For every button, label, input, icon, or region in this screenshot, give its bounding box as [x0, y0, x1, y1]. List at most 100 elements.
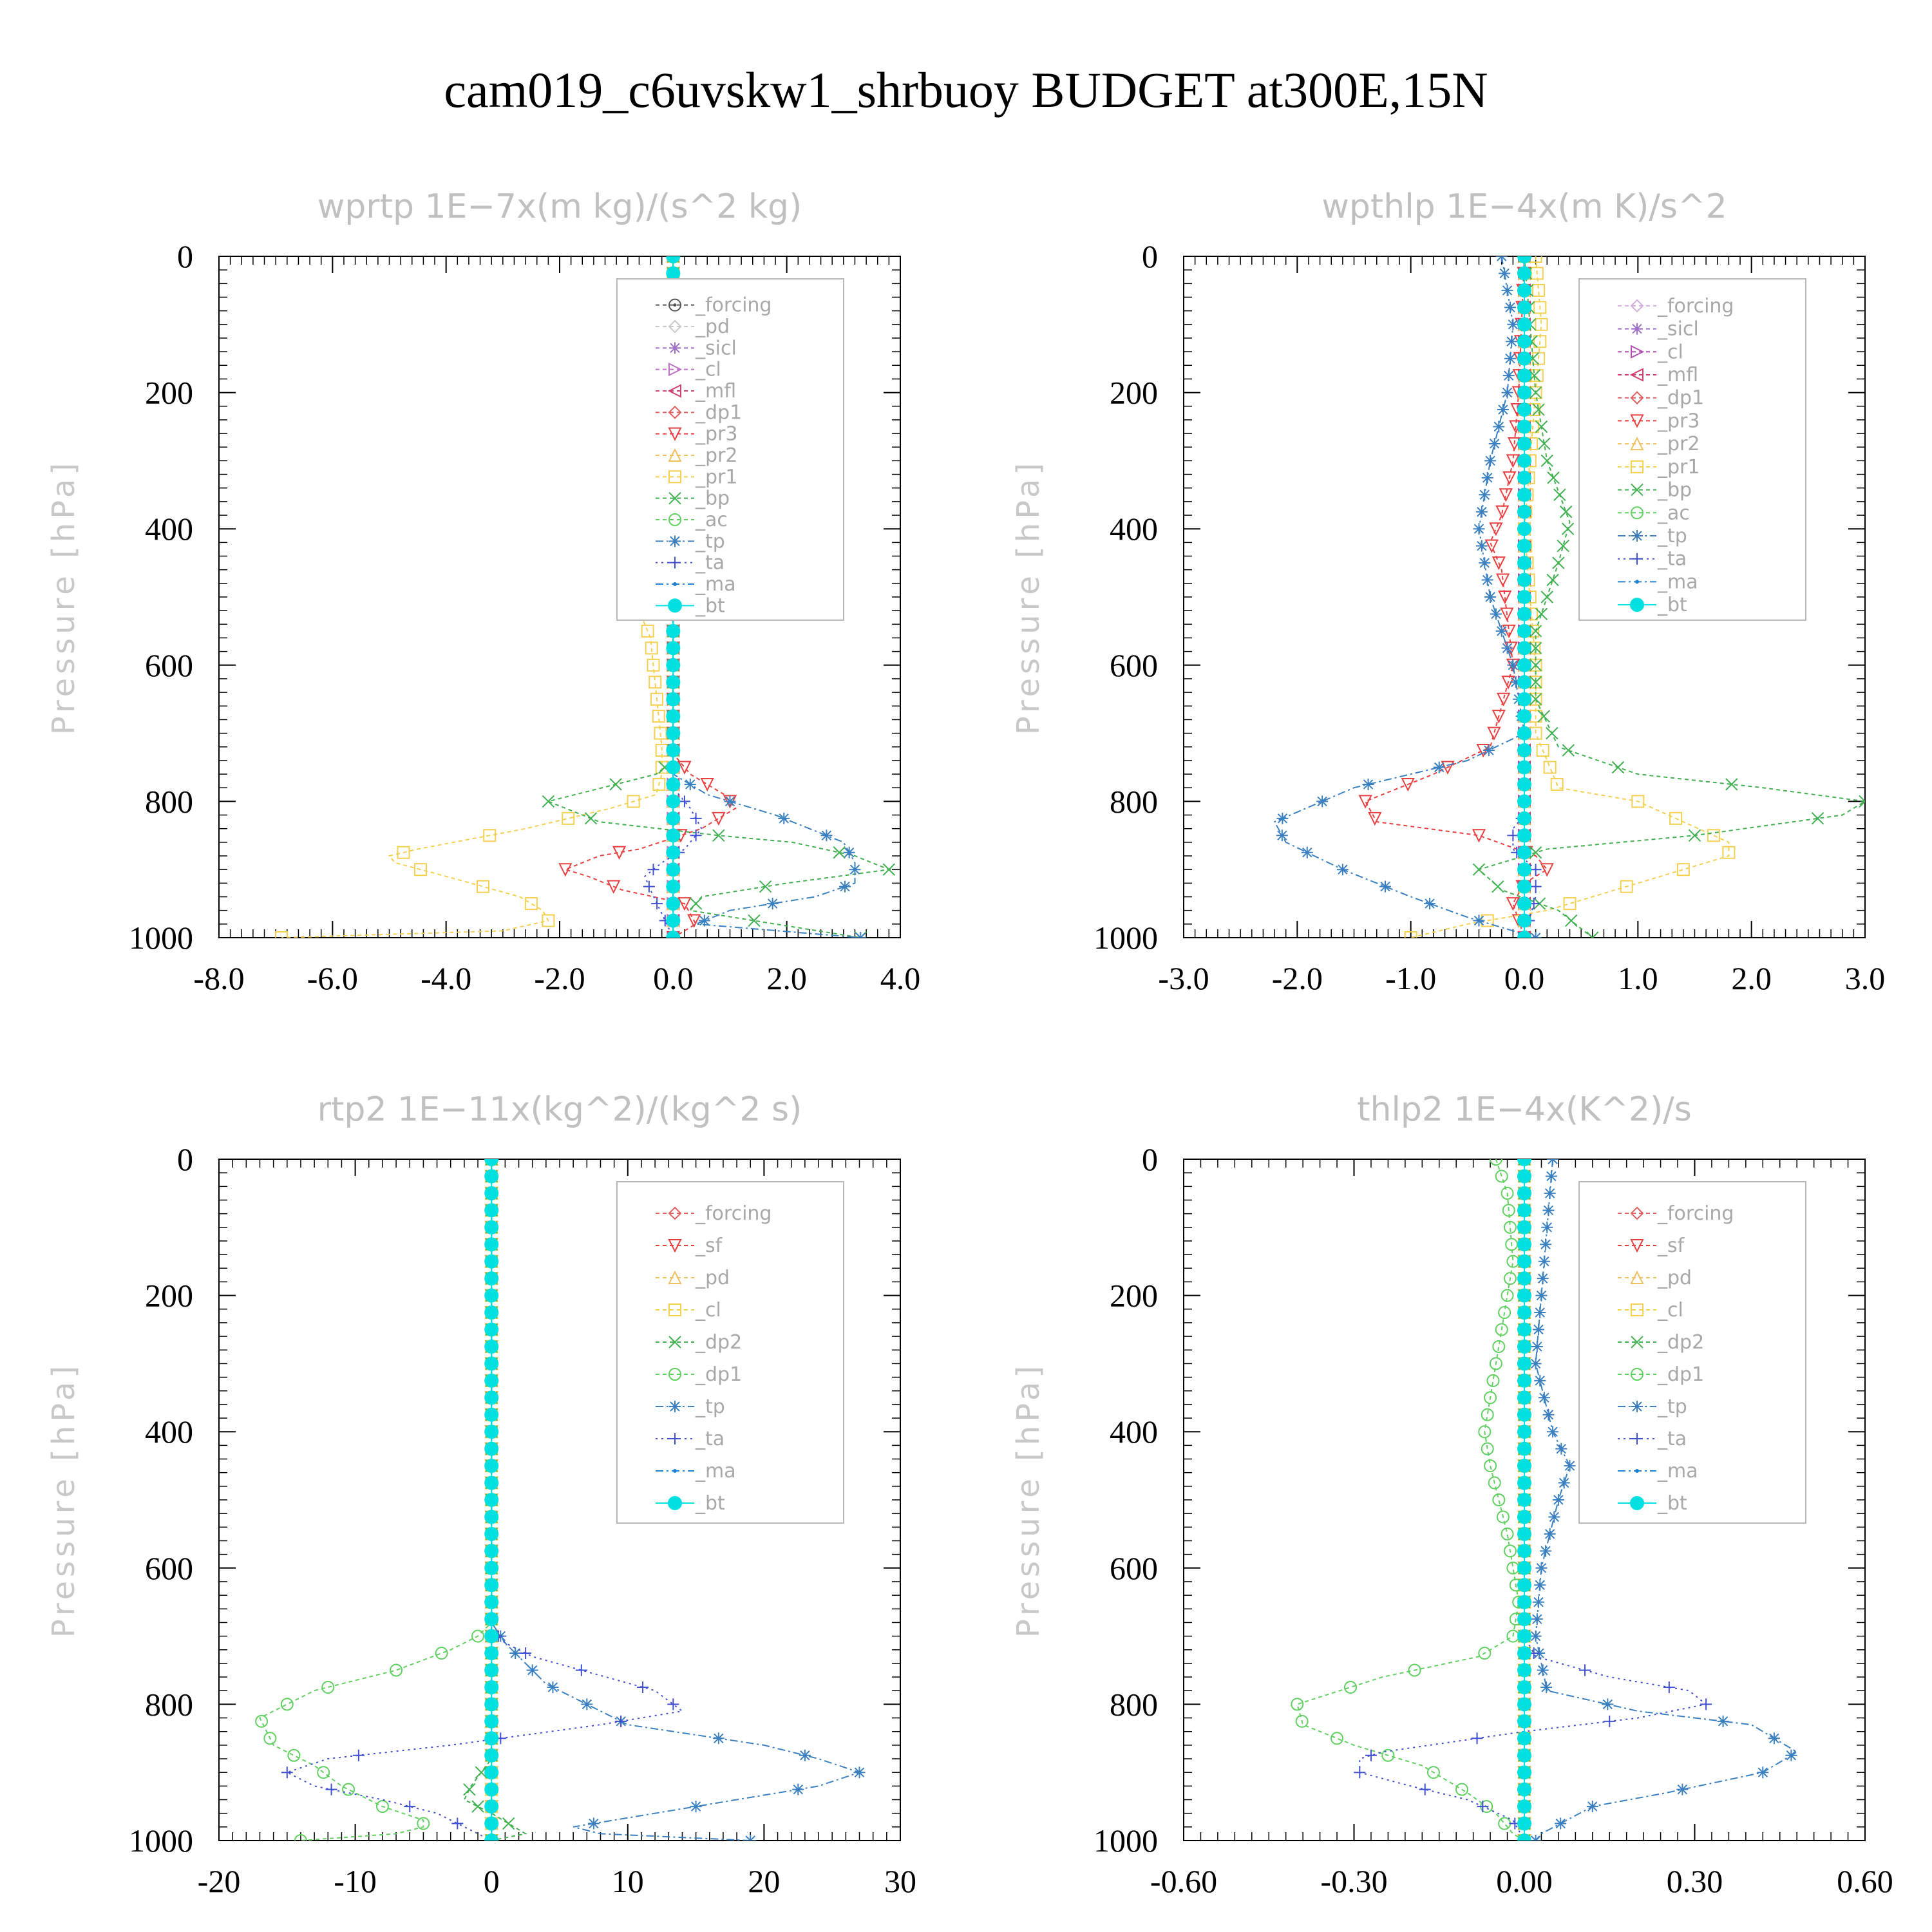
legend-dp1-label: _dp1 — [695, 401, 742, 424]
legend-tp-label: _tp — [1657, 1396, 1687, 1418]
series-tp-point — [1499, 267, 1511, 279]
series-ta-point — [1604, 1715, 1616, 1727]
series-tp-point — [526, 1664, 538, 1676]
series-tp-point — [1535, 1562, 1548, 1574]
series-tp-point — [1548, 1511, 1560, 1523]
series-bp-point — [542, 795, 555, 808]
legend-dp2-label: _dp2 — [695, 1331, 742, 1354]
series-dp1-point — [1343, 1680, 1357, 1694]
series-dp1-point — [417, 1817, 430, 1830]
series-pr3-point — [1492, 710, 1506, 724]
series-pr1-point — [413, 863, 427, 876]
series-bt-point — [666, 760, 681, 775]
x-tick-label: -0.60 — [1150, 1863, 1217, 1899]
legend-pd-label: _pd — [695, 316, 730, 338]
series-dp1-point — [1501, 1186, 1514, 1200]
series-bt-point — [1517, 692, 1531, 706]
series-bt-point — [666, 256, 681, 263]
series-pr3-point — [1500, 607, 1514, 621]
legend-forcing-marker — [668, 298, 681, 312]
series-bt-point — [484, 1663, 499, 1678]
series-tp-point — [509, 1647, 522, 1660]
series-bt-point — [484, 1765, 499, 1780]
series-bt-point — [1517, 1560, 1531, 1575]
legend-dp1-marker — [668, 1368, 681, 1381]
legend-sicl-marker — [669, 342, 681, 354]
legend-cl-label: _cl — [1657, 341, 1683, 363]
series-tp-point — [849, 864, 861, 876]
series-bt-point — [1517, 283, 1531, 298]
series-bt-point — [484, 1390, 499, 1405]
series-bt-point — [484, 1373, 499, 1388]
series-tp-point — [1558, 1477, 1570, 1489]
series-bt-point — [484, 1475, 499, 1490]
series-bt-point — [484, 1220, 499, 1235]
series-bt-point — [666, 641, 681, 656]
y-tick-label: 200 — [1110, 375, 1158, 411]
series-dp1-point — [1501, 1527, 1514, 1540]
series-bt-point — [484, 1629, 499, 1643]
series-tp-point — [1531, 1613, 1543, 1625]
series-ta-point — [1507, 829, 1519, 842]
series-tp-point — [581, 1698, 593, 1710]
series-tp-point — [839, 880, 851, 893]
series-ta-point — [1663, 1681, 1675, 1693]
series-bt-point — [1517, 1646, 1531, 1661]
series-dp1-point — [1331, 1732, 1344, 1745]
legend-pd-marker — [668, 319, 682, 334]
series-ta-point — [647, 864, 659, 876]
series-bp-point — [1859, 795, 1865, 808]
legend-pr1-marker — [668, 470, 681, 484]
series-bt-point — [1517, 300, 1531, 315]
y-tick-label: 600 — [1110, 1550, 1158, 1586]
legend-forcing-marker-center — [673, 303, 677, 307]
legend-bp-label: _bp — [1657, 479, 1692, 502]
series-bt-point — [1517, 1612, 1531, 1627]
series-pr1-point — [641, 624, 654, 638]
x-tick-label: -0.30 — [1320, 1863, 1387, 1899]
series-pr1-point — [652, 710, 665, 723]
series-bt-point — [1517, 436, 1531, 451]
series-bp-point — [609, 778, 622, 791]
series-tp-point — [1481, 574, 1493, 586]
series-bp-point — [1540, 591, 1553, 603]
series-bt-point — [484, 1203, 499, 1218]
x-tick-label: 30 — [884, 1863, 916, 1899]
series-bp-point — [1559, 506, 1573, 518]
legend: _forcing _sf _pd _cl _dp2 _dp1 _tp _ta _ma _bt — [1578, 1181, 1806, 1524]
series-tp-point — [1530, 1630, 1542, 1642]
series-bp-point — [882, 863, 896, 876]
series-dp1-point — [1503, 1544, 1517, 1558]
series-ta-point — [667, 1698, 679, 1710]
series-bt-point — [666, 794, 681, 809]
legend-box — [616, 278, 844, 621]
series-tp-point — [1541, 1221, 1553, 1233]
series-tp-point — [1552, 1494, 1564, 1506]
series-bt-point — [1517, 385, 1531, 400]
series-dp1-point — [294, 1834, 307, 1841]
panel-title: rtp2 1E−11x(kg^2)/(kg^2 s) — [317, 1090, 802, 1129]
series-ta-point — [690, 829, 702, 842]
legend-cl-label: _cl — [1657, 1299, 1683, 1321]
series-pr3-point — [558, 863, 573, 877]
series-bp-point — [1557, 539, 1569, 553]
series-bt-point — [666, 896, 681, 911]
series-bt-point — [1517, 1271, 1531, 1286]
series-bt-point — [1517, 1322, 1531, 1337]
y-tick-label: 600 — [1110, 647, 1158, 683]
series-pr1-point — [542, 914, 555, 927]
x-tick-label: 2.0 — [766, 960, 807, 996]
legend-forcing-marker — [668, 1206, 682, 1220]
series-bp-point — [1546, 573, 1559, 587]
legend-ta-marker — [669, 556, 681, 569]
series-bp-point — [1725, 778, 1738, 791]
series-bt-point — [1517, 1595, 1531, 1609]
series-tp-point — [1545, 1170, 1557, 1182]
chart-panel-2: wpthlp 1E−4x(m K)/s^2 Pressure [hPa] -3.0 -… — [1010, 187, 1885, 996]
series-bp-point — [1811, 812, 1824, 825]
series-bt-point — [1517, 607, 1531, 621]
series-pr3-point — [677, 897, 692, 911]
legend-pr3-label: _pr3 — [695, 423, 737, 446]
series-bt-point — [1517, 1782, 1531, 1797]
y-tick-label: 1000 — [129, 1823, 193, 1859]
